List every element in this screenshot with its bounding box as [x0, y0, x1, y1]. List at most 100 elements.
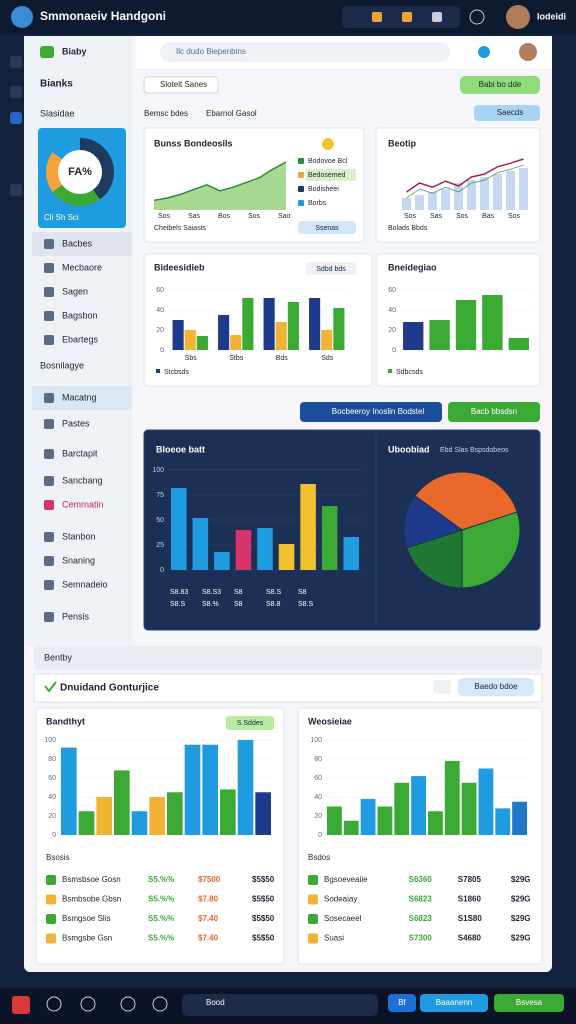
table-cell: Suasi: [324, 934, 344, 943]
taskbar-search-label: Bood: [206, 998, 225, 1007]
brand-icon: [40, 46, 54, 58]
toolbar-icon[interactable]: [372, 12, 382, 22]
taskbar-icon[interactable]: [80, 996, 96, 1012]
bar: [96, 797, 112, 835]
y-tick-label: 0: [318, 832, 322, 839]
taskbar-icon[interactable]: [152, 996, 168, 1012]
settings-icon[interactable]: [469, 9, 485, 25]
pie-slice: [403, 495, 464, 549]
section-button[interactable]: [458, 678, 534, 696]
bar: [480, 177, 489, 210]
taskbar-icon[interactable]: [46, 996, 62, 1012]
table-cell: Sodeaiay: [324, 895, 357, 904]
y-tick-label: 20: [156, 327, 164, 334]
table-cell: $29G: [511, 895, 531, 904]
row-icon: [308, 894, 318, 905]
card-button[interactable]: [306, 262, 356, 275]
table-cell: S8: [234, 589, 243, 596]
rail-icon[interactable]: [10, 86, 22, 98]
donut-label: FA%: [68, 166, 92, 178]
nav-icon: [44, 532, 54, 542]
primary-button[interactable]: [300, 402, 442, 422]
panel-subtitle: Ebd Slas Bspsdobeos: [440, 447, 509, 454]
bar: [214, 552, 230, 570]
help-icon[interactable]: [478, 46, 490, 58]
nav-item: Snaning: [62, 555, 95, 565]
bar: [242, 298, 254, 350]
row-icon: [46, 933, 56, 944]
table-cell: S8.8: [266, 601, 281, 608]
badge-label: S.Sddes: [237, 720, 264, 727]
x-tick-label: Stbs: [229, 355, 244, 362]
rail-icon[interactable]: [10, 56, 22, 68]
table-title: Bsdos: [308, 853, 330, 862]
bar: [495, 808, 511, 835]
bar: [257, 528, 273, 570]
nav-icon: [44, 419, 54, 429]
table-cell: S8.S3: [202, 589, 221, 596]
icon-button[interactable]: [433, 680, 451, 694]
toolbar-icon[interactable]: [432, 12, 442, 22]
card: [143, 253, 373, 387]
taskbar-search[interactable]: [182, 994, 378, 1016]
toolbar-icon[interactable]: [402, 12, 412, 22]
card: [35, 707, 285, 965]
bar: [114, 770, 130, 835]
donut-slice: [46, 152, 63, 192]
y-tick-label: 60: [314, 775, 322, 782]
bar: [461, 782, 477, 835]
table-cell: S5.%%: [148, 934, 174, 943]
button-label: Bocbeeroy Inoslin Bodstel: [332, 407, 425, 416]
user-avatar[interactable]: [506, 5, 530, 29]
area: [154, 162, 286, 210]
card: [297, 707, 543, 965]
bar: [444, 760, 460, 835]
add-button[interactable]: [460, 76, 540, 94]
bar: [255, 792, 271, 835]
rail-icon[interactable]: [10, 112, 22, 124]
x-tick-label: Sas: [430, 213, 443, 220]
secondary-button[interactable]: [448, 402, 540, 422]
section-title: Bosnilagye: [40, 360, 84, 370]
search-box[interactable]: [160, 42, 450, 62]
bar: [184, 330, 196, 350]
bar: [218, 315, 230, 350]
bar: [508, 338, 529, 350]
taskbar-icon[interactable]: [12, 996, 30, 1014]
x-tick-label: Sos: [404, 213, 417, 220]
y-tick-label: 25: [156, 542, 164, 549]
nav-item: Semnadeio: [62, 579, 108, 589]
table-cell: S8.S: [298, 601, 314, 608]
button-label: Baaanenn: [436, 998, 472, 1007]
section-title: Slasidae: [40, 108, 75, 118]
taskbar-button[interactable]: [388, 994, 416, 1012]
card-button[interactable]: [298, 221, 356, 234]
taskbar-icon[interactable]: [120, 996, 136, 1012]
button-label: Sdbd bds: [316, 266, 346, 273]
table-cell: Bsmgsoe Slis: [62, 914, 110, 923]
button-label: Ssenas: [315, 225, 339, 232]
nav-icon: [44, 287, 54, 297]
table-cell: S1860: [458, 895, 482, 904]
y-tick-label: 20: [388, 327, 396, 334]
bar: [263, 298, 275, 350]
y-tick-label: 60: [156, 287, 164, 294]
bar: [428, 811, 443, 835]
bar: [172, 320, 184, 350]
table-cell: S8.%: [202, 601, 219, 608]
x-tick-label: Bos: [218, 213, 231, 220]
button-label: Bacb bbsdsn: [471, 407, 517, 416]
rail-icon[interactable]: [10, 184, 22, 196]
x-tick-label: Sao: [278, 213, 291, 220]
taskbar-button[interactable]: [420, 994, 488, 1012]
table-cell: Sosecaeel: [324, 914, 362, 923]
saved-button[interactable]: [474, 105, 540, 121]
legend-swatch: [298, 158, 304, 164]
user-avatar[interactable]: [519, 43, 537, 61]
nav-icon: [44, 311, 54, 321]
nav-item: Cemrnatin: [62, 499, 104, 509]
filter-select[interactable]: [143, 76, 219, 94]
card-title: Weosieiae: [308, 716, 352, 726]
taskbar-button[interactable]: [494, 994, 564, 1012]
button-label: Bsvesa: [516, 998, 543, 1007]
